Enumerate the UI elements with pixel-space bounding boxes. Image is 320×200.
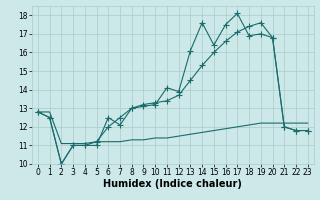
X-axis label: Humidex (Indice chaleur): Humidex (Indice chaleur) [103, 179, 242, 189]
